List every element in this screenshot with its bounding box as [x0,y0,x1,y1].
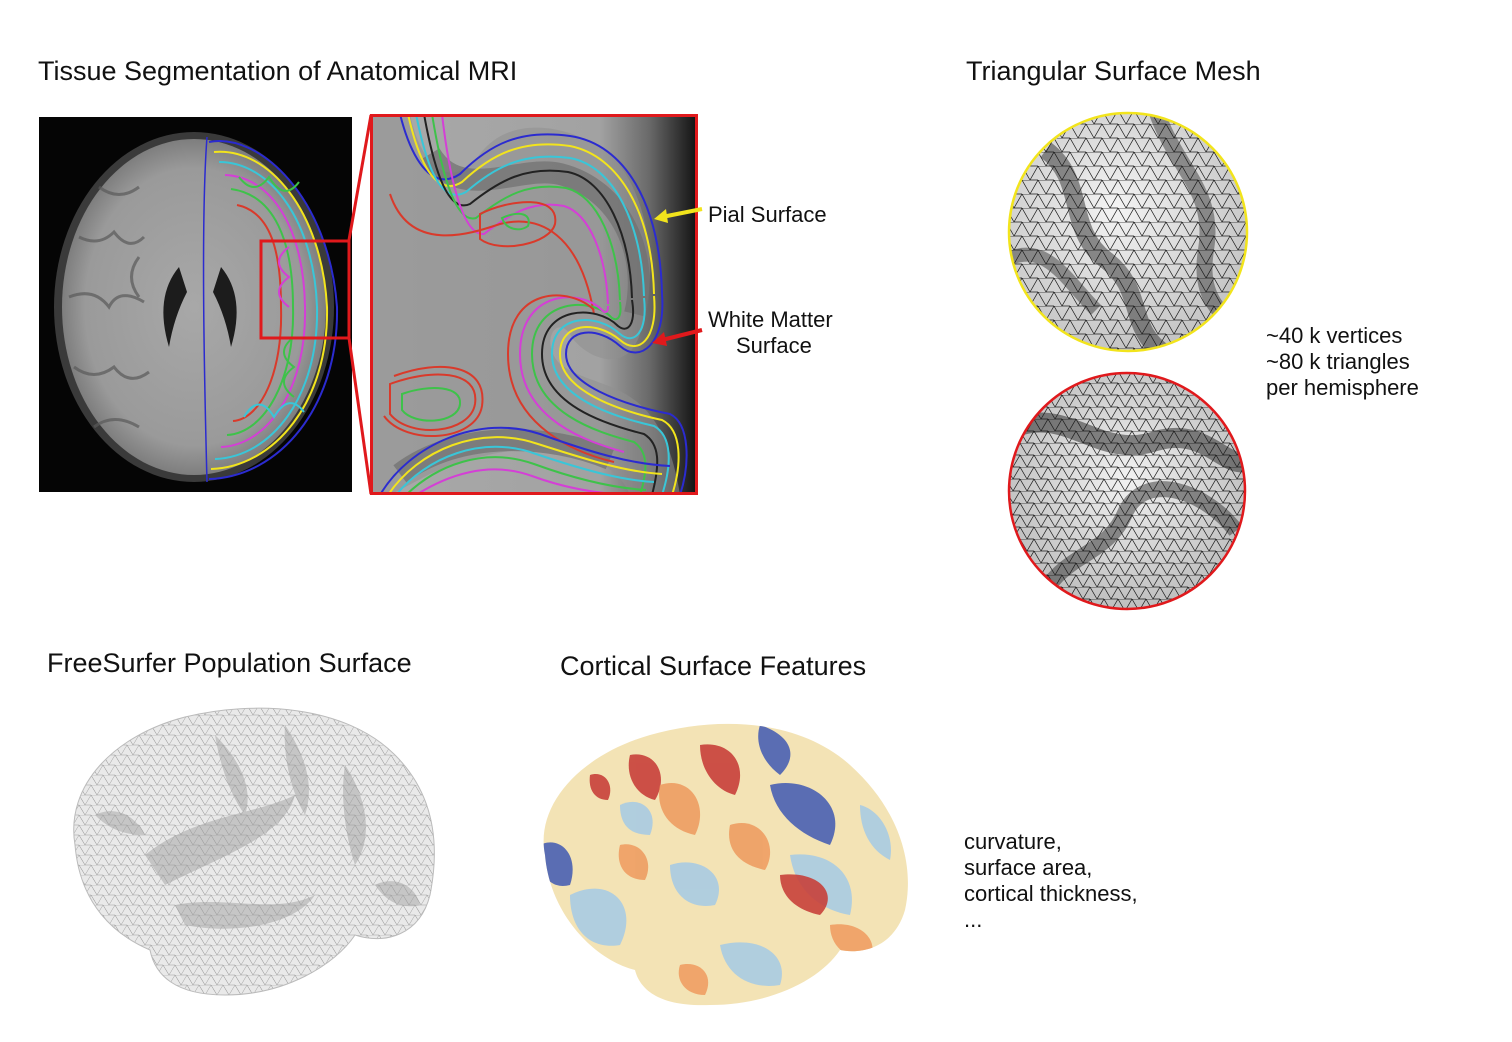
white-matter-arrow [640,320,710,360]
population-surface-brain [55,695,440,1015]
feature-curvature: curvature, [964,829,1062,854]
feature-surface-area: surface area, [964,855,1093,880]
pial-arrow [640,195,710,235]
white-matter-label-line1: White Matter [708,307,833,332]
pial-mesh-circle [1006,110,1250,354]
mesh-title: Triangular Surface Mesh [966,56,1261,86]
pial-surface-label: Pial Surface [708,202,827,227]
mesh-stat-vertices: ~40 k vertices [1266,323,1403,348]
cortical-features-brain [530,715,915,1015]
features-title: Cortical Surface Features [560,651,867,681]
white-matter-mesh-circle [1006,371,1248,611]
mri-axial-slice [39,117,352,492]
mesh-stat-triangles: ~80 k triangles [1266,349,1410,374]
segmentation-title: Tissue Segmentation of Anatomical MRI [38,56,518,86]
mri-zoom-panel [370,114,698,495]
white-matter-label-line2: Surface [736,333,812,358]
mesh-stat-per-hemisphere: per hemisphere [1266,375,1419,400]
population-title: FreeSurfer Population Surface [47,648,412,678]
feature-cortical-thickness: cortical thickness, [964,881,1138,906]
feature-ellipsis: ... [964,907,983,932]
zoom-connector [345,112,375,497]
